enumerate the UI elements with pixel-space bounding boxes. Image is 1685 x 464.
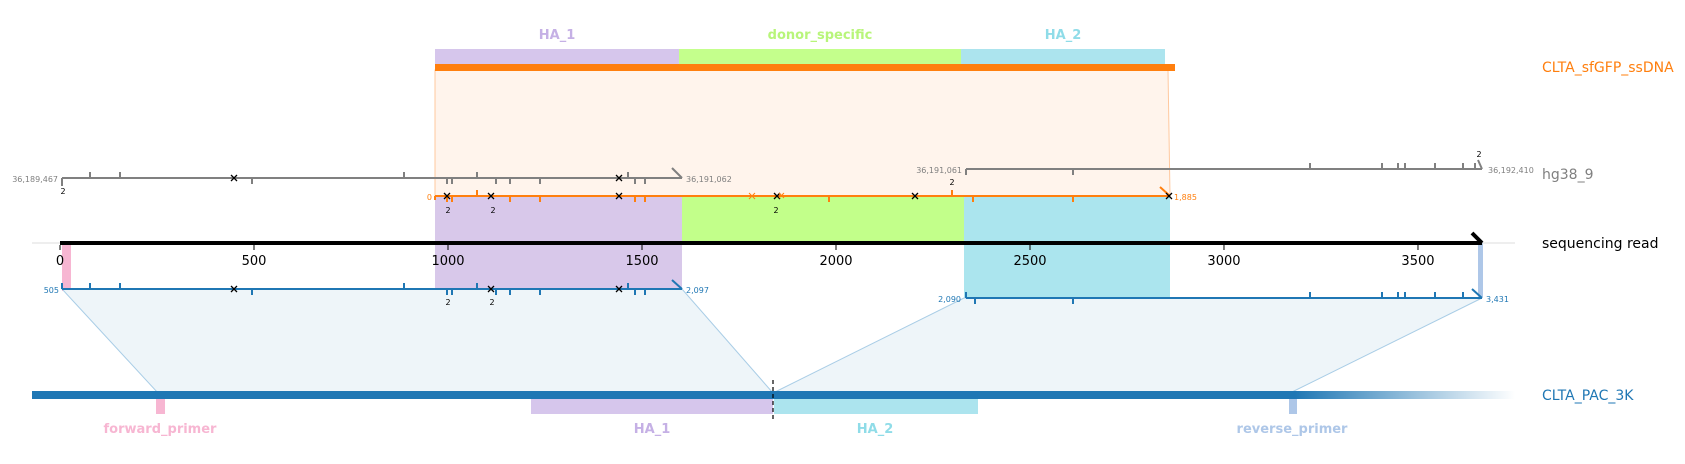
genome-right-end-label: 36,192,410 xyxy=(1488,166,1534,175)
amplicon-left-end-label: 2,097 xyxy=(686,286,709,295)
read-reverse-primer-highlight xyxy=(1478,243,1483,297)
bottom-label-ha2: HA_2 xyxy=(857,422,894,437)
amplicon-reverse-primer xyxy=(1289,399,1297,414)
donor-insertion-count: 2 xyxy=(445,206,450,215)
read-axis-tick-label: 1500 xyxy=(625,254,658,269)
genome-left-start-label: 36,189,467 xyxy=(12,175,58,184)
top-label-donor-specific: donor_specific xyxy=(768,28,873,43)
genome-mismatch-markers xyxy=(230,174,623,182)
amplicon-bar-fade xyxy=(1295,391,1515,399)
top-label-ha2: HA_2 xyxy=(1045,28,1082,43)
genome-alignment-left xyxy=(61,167,683,186)
bottom-label-reverse-primer: reverse_primer xyxy=(1237,422,1349,437)
amplicon-right-connector xyxy=(772,297,1483,394)
amplicon-insertion-count: 2 xyxy=(445,298,450,307)
amplicon-mismatch-markers xyxy=(230,285,623,293)
read-axis-tick-label: 500 xyxy=(242,254,267,269)
donor-feature-bands: HA_1 donor_specific HA_2 xyxy=(435,28,1165,65)
amplicon-alignment-right xyxy=(965,288,1483,304)
top-label-ha1: HA_1 xyxy=(539,28,576,43)
read-axis-ticks: 0 500 1000 1500 2000 2500 3000 3500 xyxy=(56,245,1435,269)
amplicon-ha1-band xyxy=(531,399,773,414)
amplicon-alignment-left xyxy=(61,279,683,295)
amplicon-right-start-label: 2,090 xyxy=(938,295,961,304)
track-label-genome: hg38_9 xyxy=(1542,167,1593,183)
bottom-label-forward-primer: forward_primer xyxy=(104,422,218,437)
donor-ha2-band xyxy=(961,49,1165,65)
read-donor-highlight xyxy=(682,196,964,242)
donor-insertion-count: 2 xyxy=(949,178,954,187)
genome-right-start-label: 36,191,061 xyxy=(916,166,962,175)
donor-end-label: 1,885 xyxy=(1174,193,1197,202)
read-forward-primer-highlight xyxy=(62,243,71,291)
track-label-amplicon: CLTA_PAC_3K xyxy=(1542,388,1634,404)
donor-ha1-band xyxy=(435,49,679,65)
read-axis-tick-label: 3000 xyxy=(1207,254,1240,269)
donor-specific-band xyxy=(679,49,961,65)
donor-start-label: 0 xyxy=(427,193,432,202)
donor-insertion-count: 2 xyxy=(773,206,778,215)
amplicon-left-connector xyxy=(60,288,775,394)
track-label-read: sequencing read xyxy=(1542,236,1658,252)
amplicon-left-start-label: 505 xyxy=(44,286,59,295)
read-axis-tick-label: 2500 xyxy=(1013,254,1046,269)
genome-insertion-count: 2 xyxy=(60,187,65,196)
amplicon-right-end-label: 3,431 xyxy=(1486,295,1509,304)
amplicon-insertion-count: 2 xyxy=(489,298,494,307)
donor-mismatch-markers-faded xyxy=(748,192,785,200)
amplicon-forward-primer xyxy=(156,399,165,414)
bottom-label-ha1: HA_1 xyxy=(634,422,671,437)
donor-mismatch-markers xyxy=(443,192,1173,200)
donor-bar xyxy=(435,64,1175,71)
read-axis-tick-label: 1000 xyxy=(431,254,464,269)
genome-left-end-label: 36,191,062 xyxy=(686,175,732,184)
amplicon-ha2-band xyxy=(774,399,978,414)
read-axis-tick-label: 2000 xyxy=(819,254,852,269)
read-axis-tick-label: 0 xyxy=(56,254,64,269)
genome-insertion-count: 2 xyxy=(1476,150,1481,159)
read-ha2-highlight xyxy=(964,196,1170,298)
donor-insertion-count: 2 xyxy=(490,206,495,215)
amplicon-bar xyxy=(32,391,1295,399)
read-axis-arrowhead xyxy=(1470,231,1484,245)
genome-alignment-right xyxy=(965,159,1483,175)
read-axis-tick-label: 3500 xyxy=(1401,254,1434,269)
track-label-donor: CLTA_sfGFP_ssDNA xyxy=(1542,60,1674,76)
